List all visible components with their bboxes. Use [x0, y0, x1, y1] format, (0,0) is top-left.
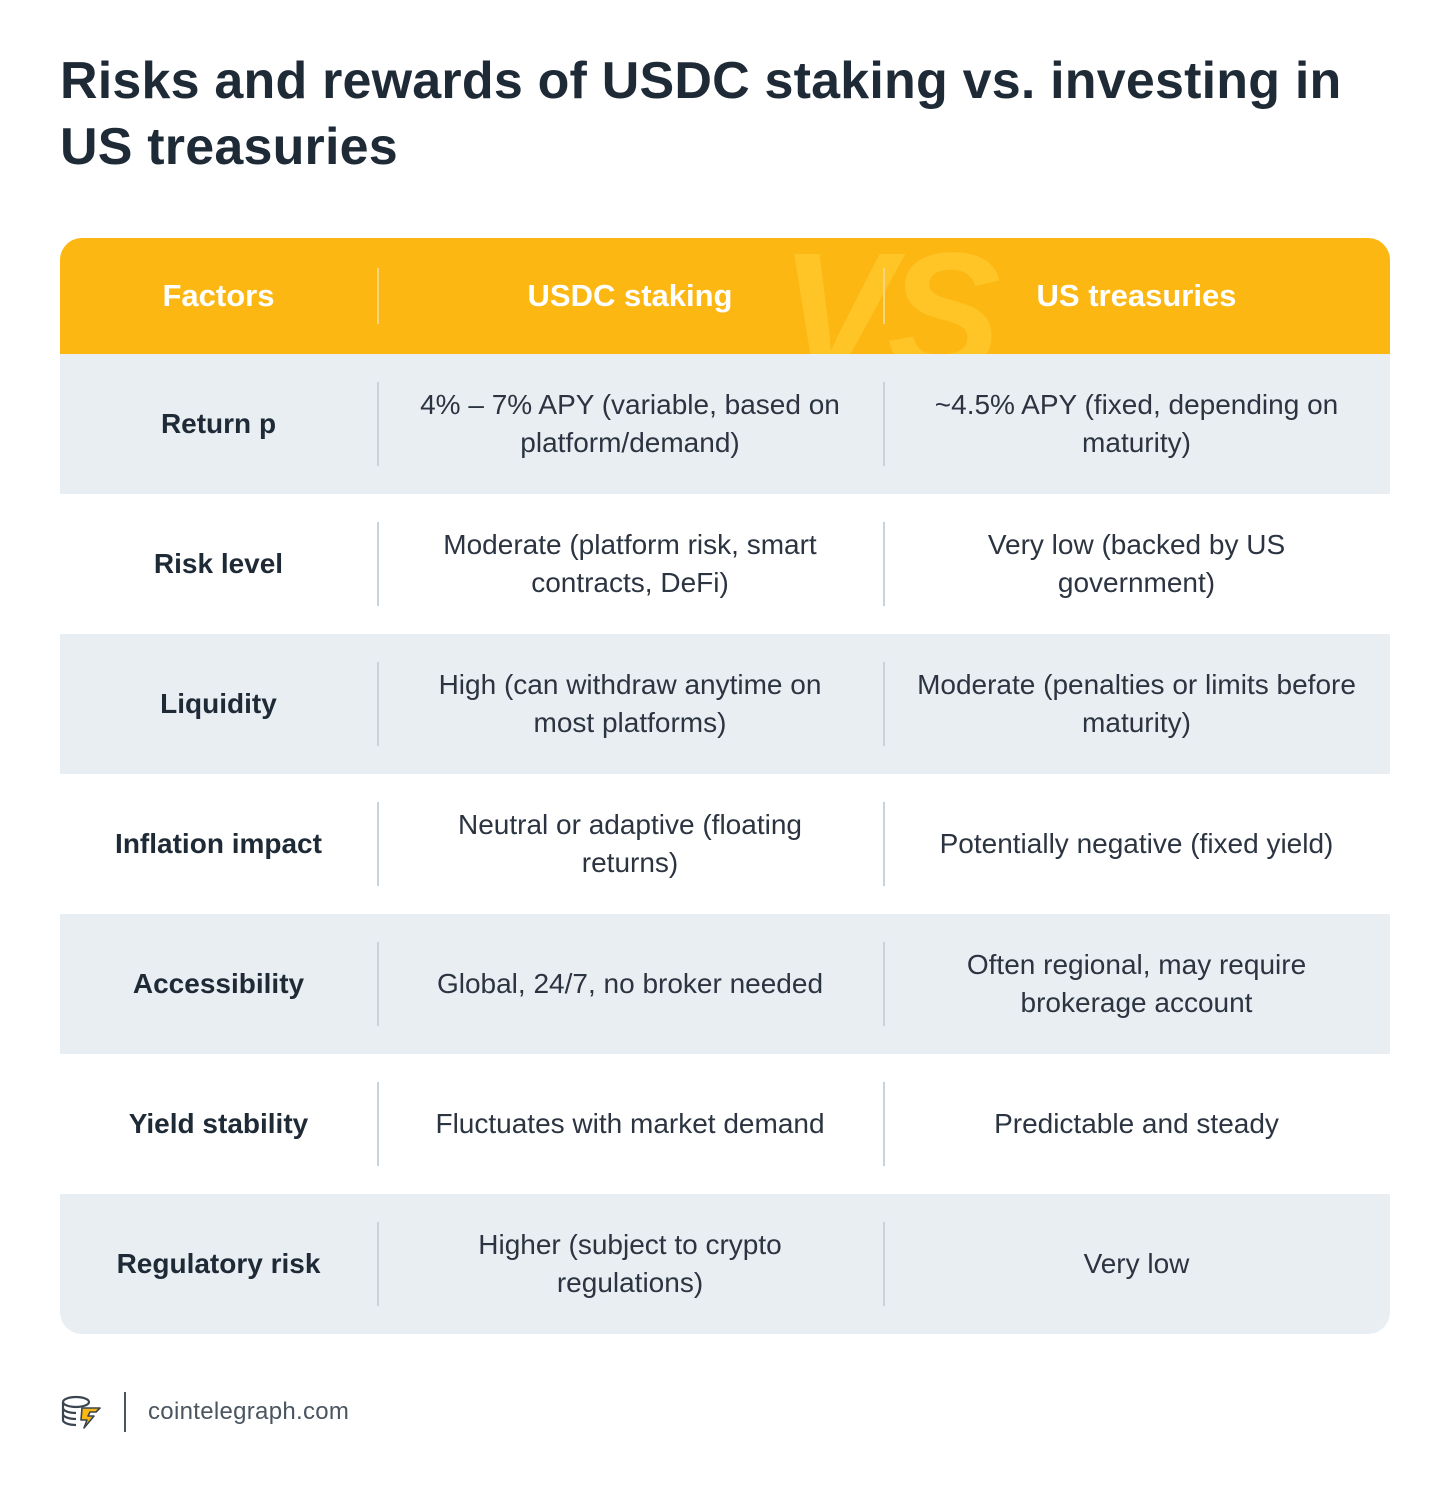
page-title: Risks and rewards of USDC staking vs. in…	[60, 52, 1342, 176]
factor-label: Yield stability	[128, 1108, 309, 1139]
header-factors: Factors	[162, 278, 275, 313]
usdc-value: High (can withdraw anytime on most platf…	[377, 634, 883, 774]
factor-label: Liquidity	[160, 688, 277, 719]
footer-divider	[124, 1392, 126, 1432]
header-us-treasuries: US treasuries	[883, 238, 1390, 354]
factor-label: Inflation impact	[115, 828, 322, 859]
table-row: Return p 4% – 7% APY (variable, based on…	[60, 354, 1390, 494]
table-row: Yield stability Fluctuates with market d…	[60, 1054, 1390, 1194]
factor-label: Return p	[160, 408, 277, 439]
table-row: Accessibility Global, 24/7, no broker ne…	[60, 914, 1390, 1054]
footer: cointelegraph.com	[60, 1390, 349, 1434]
usdc-value: Fluctuates with market demand	[377, 1054, 883, 1194]
treasuries-value: Predictable and steady	[883, 1054, 1390, 1194]
source-link[interactable]: cointelegraph.com	[148, 1398, 350, 1425]
factor-label: Regulatory risk	[116, 1248, 321, 1279]
treasuries-value: ~4.5% APY (fixed, depending on maturity)	[883, 354, 1390, 494]
treasuries-value: Moderate (penalties or limits before mat…	[883, 634, 1390, 774]
usdc-value: Global, 24/7, no broker needed	[377, 914, 883, 1054]
treasuries-value: Potentially negative (fixed yield)	[883, 774, 1390, 914]
factor-label: Accessibility	[132, 968, 305, 999]
usdc-value: Moderate (platform risk, smart contracts…	[377, 494, 883, 634]
table-row: Liquidity High (can withdraw anytime on …	[60, 634, 1390, 774]
table-row: Regulatory risk Higher (subject to crypt…	[60, 1194, 1390, 1334]
table-row: Risk level Moderate (platform risk, smar…	[60, 494, 1390, 634]
header-usdc-staking: USDC staking	[377, 238, 883, 354]
comparison-table: VS Factors USDC staking US treasuries Re…	[60, 238, 1390, 1334]
table-header: VS Factors USDC staking US treasuries	[60, 238, 1390, 354]
usdc-value: 4% – 7% APY (variable, based on platform…	[377, 354, 883, 494]
factor-label: Risk level	[153, 548, 284, 579]
treasuries-value: Often regional, may require brokerage ac…	[883, 914, 1390, 1054]
treasuries-value: Very low (backed by US government)	[883, 494, 1390, 634]
treasuries-value: Very low	[883, 1194, 1390, 1334]
usdc-value: Neutral or adaptive (floating returns)	[377, 774, 883, 914]
table-row: Inflation impact Neutral or adaptive (fl…	[60, 774, 1390, 914]
usdc-value: Higher (subject to crypto regulations)	[377, 1194, 883, 1334]
cointelegraph-logo-icon	[61, 1395, 101, 1429]
